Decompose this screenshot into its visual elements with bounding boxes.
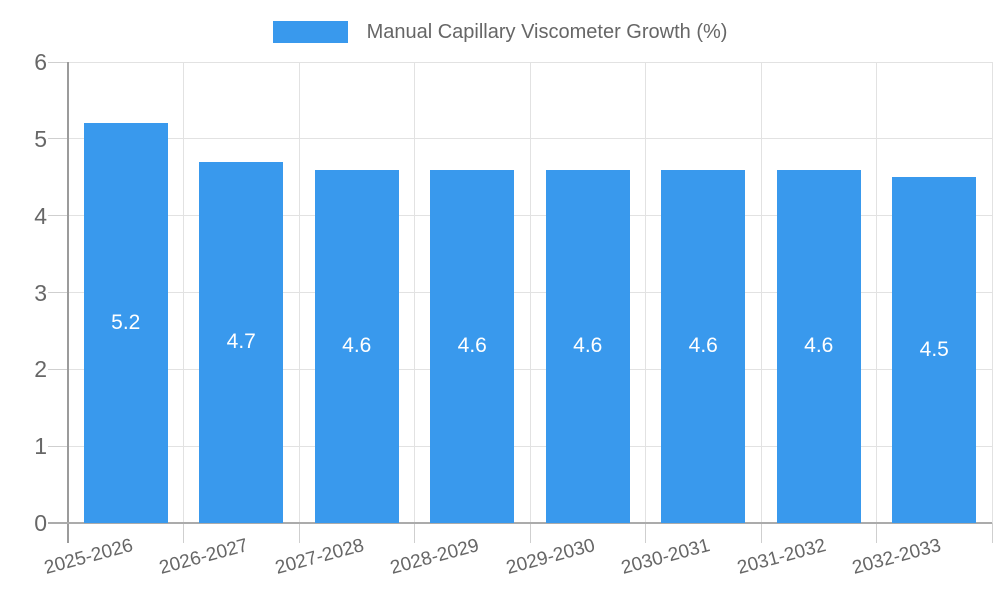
- x-tick-mark: [298, 523, 300, 543]
- x-axis-line: [48, 522, 992, 524]
- y-axis-tick-label: 5: [34, 125, 47, 152]
- bar[interactable]: 5.2: [83, 123, 168, 523]
- bar[interactable]: 4.6: [430, 169, 515, 523]
- y-axis-line: [67, 62, 69, 543]
- x-tick-mark: [876, 523, 877, 543]
- y-tick-mark: [48, 138, 68, 140]
- gridline-vertical: [876, 62, 877, 523]
- bar-value-label: 5.2: [111, 311, 141, 335]
- x-tick-mark: [529, 523, 531, 543]
- bar[interactable]: 4.6: [545, 169, 630, 523]
- gridline-vertical: [298, 62, 300, 523]
- bar[interactable]: 4.6: [661, 169, 746, 523]
- bar[interactable]: 4.7: [199, 161, 284, 523]
- y-axis-tick-label: 2: [34, 356, 47, 383]
- y-tick-mark: [48, 368, 68, 370]
- bar-value-label: 4.5: [919, 338, 949, 362]
- x-tick-mark: [414, 523, 415, 543]
- bar[interactable]: 4.6: [314, 169, 399, 523]
- x-axis-label: 2032-2033: [850, 535, 944, 579]
- bar-value-label: 4.6: [573, 334, 603, 358]
- y-axis-tick-label: 6: [34, 49, 47, 75]
- gridline-vertical: [991, 62, 993, 523]
- y-axis-tick-label: 0: [34, 510, 47, 536]
- y-tick-mark: [48, 61, 68, 63]
- x-axis-label: 2027-2028: [272, 535, 367, 579]
- gridline-vertical: [760, 62, 762, 523]
- legend-label: Manual Capillary Viscometer Growth (%): [366, 20, 728, 43]
- bar[interactable]: 4.6: [776, 169, 861, 523]
- x-axis-label: 2025-2026: [41, 535, 136, 579]
- y-axis-tick-label: 3: [34, 279, 47, 306]
- x-tick-mark: [645, 523, 646, 543]
- gridline-vertical: [183, 62, 184, 523]
- x-tick-mark: [760, 523, 762, 543]
- y-tick-mark: [48, 215, 68, 217]
- bar-value-label: 4.7: [226, 330, 256, 354]
- y-tick-mark: [48, 445, 68, 447]
- bar-value-label: 4.6: [457, 334, 487, 358]
- legend-swatch-icon: [272, 21, 348, 43]
- x-axis-label: 2029-2030: [503, 535, 598, 579]
- bar-value-label: 4.6: [688, 334, 718, 358]
- y-axis-tick-label: 4: [34, 202, 47, 229]
- x-axis-label: 2028-2029: [388, 535, 482, 579]
- y-axis-tick-label: 1: [34, 433, 47, 460]
- bar-value-label: 4.6: [342, 334, 372, 358]
- bar[interactable]: 4.5: [892, 177, 977, 523]
- x-axis-label: 2026-2027: [157, 535, 251, 579]
- legend[interactable]: Manual Capillary Viscometer Growth (%): [0, 10, 1000, 54]
- bar-value-label: 4.6: [804, 334, 834, 358]
- gridline-vertical: [529, 62, 531, 523]
- x-axis-label: 2031-2032: [734, 535, 829, 579]
- x-tick-mark: [183, 523, 184, 543]
- gridline-vertical: [645, 62, 646, 523]
- y-tick-mark: [48, 292, 68, 293]
- plot-area: 0 1 2 3 4 5 6 5.2 2025-2026 4.7 2026-2027 4.6 2027-2…: [34, 49, 993, 579]
- x-axis-label: 2030-2031: [619, 535, 713, 579]
- gridline-vertical: [414, 62, 415, 523]
- x-tick-mark: [991, 523, 993, 543]
